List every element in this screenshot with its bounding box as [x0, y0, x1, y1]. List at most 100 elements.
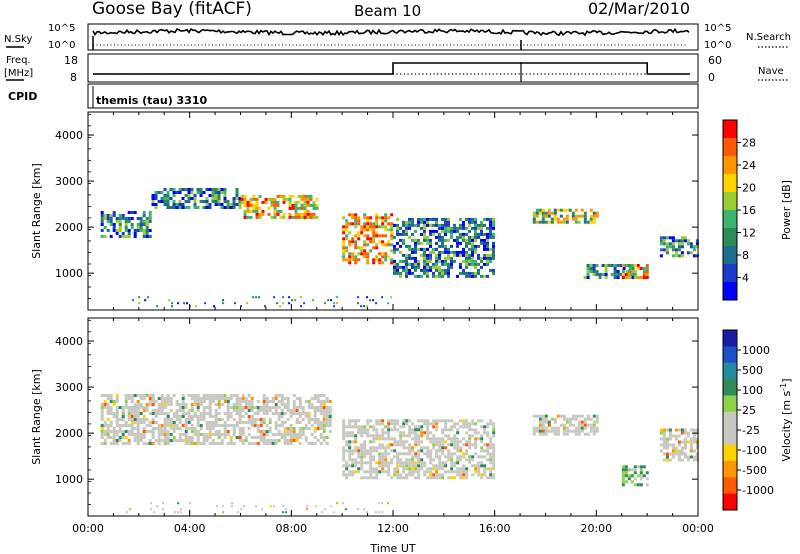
- heatmap-cell: [277, 424, 281, 427]
- heatmap-cell: [214, 424, 218, 427]
- heatmap-cell: [235, 412, 239, 415]
- heatmap-cell: [124, 424, 128, 427]
- heatmap-cell: [375, 219, 379, 223]
- heatmap-cell: [366, 222, 370, 226]
- heatmap-cell: [450, 229, 453, 233]
- heatmap-cell: [301, 430, 305, 433]
- colorbar-segment: [723, 264, 737, 283]
- heatmap-cell: [142, 211, 146, 214]
- heatmap-cell: [289, 430, 293, 433]
- heatmap-cell: [574, 214, 578, 218]
- heatmap-cell: [279, 305, 282, 308]
- power-heatmap: [100, 188, 699, 308]
- heatmap-cell: [276, 203, 280, 207]
- heatmap-cell: [378, 240, 382, 244]
- heatmap-cell: [456, 455, 460, 459]
- heatmap-cell: [538, 211, 542, 215]
- heatmap-cell: [175, 412, 179, 415]
- heatmap-cell: [217, 400, 221, 403]
- heatmap-cell: [238, 397, 242, 400]
- heatmap-cell: [247, 409, 251, 412]
- heatmap-cell: [226, 418, 230, 421]
- heatmap-cell: [226, 442, 230, 445]
- heatmap-cell: [465, 238, 468, 242]
- heatmap-cell: [453, 253, 456, 257]
- heatmap-cell: [118, 220, 122, 223]
- heatmap-cell: [172, 191, 176, 194]
- heatmap-cell: [483, 244, 486, 248]
- heatmap-cell: [136, 427, 140, 430]
- heatmap-cell: [354, 458, 358, 462]
- heatmap-cell: [402, 259, 405, 263]
- heatmap-cell: [471, 271, 474, 275]
- heatmap-cell: [336, 502, 339, 505]
- heatmap-cell: [148, 412, 152, 415]
- heatmap-cell: [589, 423, 593, 427]
- heatmap-cell: [316, 427, 320, 430]
- heatmap-cell: [375, 258, 379, 262]
- heatmap-cell: [121, 232, 125, 235]
- heatmap-cell: [229, 203, 233, 206]
- heatmap-cell: [462, 476, 466, 480]
- y-tick-label: 4000: [55, 335, 83, 348]
- heatmap-cell: [363, 243, 367, 247]
- heatmap-cell: [148, 400, 152, 403]
- heatmap-cell: [196, 421, 200, 424]
- heatmap-cell: [322, 403, 326, 406]
- heatmap-cell: [360, 246, 364, 250]
- heatmap-cell: [580, 423, 584, 427]
- nsky-frame: [87, 23, 699, 51]
- heatmap-cell: [378, 437, 382, 441]
- heatmap-cell: [342, 258, 346, 262]
- heatmap-cell: [492, 452, 496, 456]
- heatmap-cell: [399, 452, 403, 456]
- heatmap-cell: [217, 200, 221, 203]
- heatmap-cell: [298, 403, 302, 406]
- heatmap-cell: [145, 226, 149, 229]
- heatmap-cell: [187, 394, 191, 397]
- heatmap-cell: [435, 470, 439, 474]
- heatmap-cell: [547, 423, 551, 427]
- heatmap-cell: [438, 235, 441, 239]
- heatmap-cell: [432, 229, 435, 233]
- heatmap-cell: [139, 412, 143, 415]
- heatmap-cell: [447, 217, 450, 221]
- heatmap-cell: [175, 403, 179, 406]
- heatmap-cell: [462, 268, 465, 272]
- heatmap-cell: [387, 419, 391, 423]
- heatmap-cell: [429, 473, 433, 477]
- heatmap-cell: [438, 268, 441, 272]
- heatmap-cell: [348, 455, 352, 459]
- heatmap-cell: [363, 508, 366, 511]
- heatmap-cell: [100, 409, 104, 412]
- heatmap-cell: [351, 222, 355, 226]
- heatmap-cell: [541, 414, 545, 418]
- heatmap-cell: [671, 239, 675, 243]
- heatmap-cell: [659, 449, 663, 453]
- heatmap-cell: [118, 217, 122, 220]
- heatmap-cell: [160, 430, 164, 433]
- heatmap-cell: [387, 422, 391, 426]
- heatmap-cell: [351, 470, 355, 474]
- heatmap-cell: [169, 427, 173, 430]
- heatmap-cell: [390, 437, 394, 441]
- heatmap-cell: [118, 406, 122, 409]
- heatmap-cell: [695, 458, 699, 462]
- heatmap-cell: [184, 424, 188, 427]
- heatmap-cell: [417, 473, 421, 477]
- heatmap-cell: [405, 262, 408, 266]
- heatmap-cell: [414, 470, 418, 474]
- heatmap-cell: [405, 419, 409, 423]
- heatmap-cell: [214, 442, 218, 445]
- heatmap-cell: [211, 394, 215, 397]
- freq-tick-top: 18: [64, 54, 78, 67]
- heatmap-cell: [471, 428, 475, 432]
- heatmap-cell: [471, 455, 475, 459]
- heatmap-cell: [163, 203, 167, 206]
- heatmap-cell: [486, 458, 490, 462]
- heatmap-cell: [136, 403, 140, 406]
- heatmap-cell: [288, 212, 292, 216]
- heatmap-cell: [235, 197, 239, 200]
- heatmap-cell: [393, 268, 396, 272]
- heatmap-cell: [390, 237, 394, 241]
